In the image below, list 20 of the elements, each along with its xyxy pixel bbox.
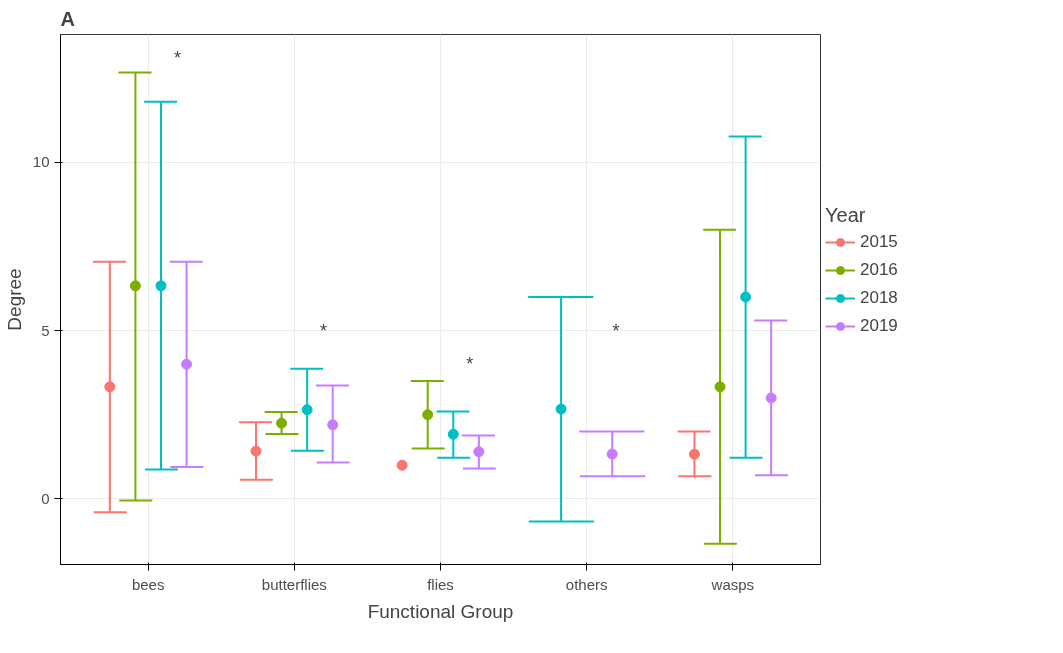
legend-label: 2019 [860,315,898,336]
x-tick-label: wasps [710,575,755,593]
x-tick-label: others [565,575,608,593]
annotation: * [173,48,181,69]
x-tick-label: bees [131,575,165,593]
annotation: * [612,320,620,341]
y-tick-label: 0 [41,489,50,507]
legend-label: 2018 [860,287,898,308]
annotation: * [466,354,474,375]
legend-label: 2016 [860,259,898,280]
x-tick-label: butterflies [261,575,327,593]
chart-title: A [60,7,75,30]
x-axis-title: Functional Group [367,600,514,622]
y-tick-label: 10 [32,153,50,171]
x-tick-label: flies [427,575,454,593]
y-tick-label: 5 [41,321,50,339]
annotation: * [320,320,328,341]
y-axis-title: Degree [3,268,25,331]
legend-title: Year [825,203,867,227]
legend-label: 2015 [860,231,898,252]
